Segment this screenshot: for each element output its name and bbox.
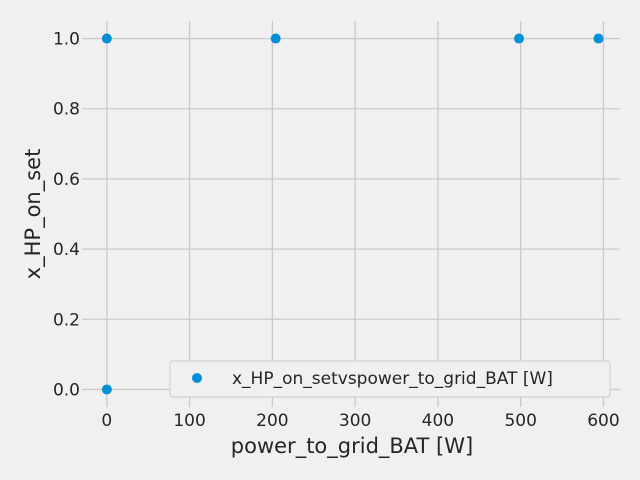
x-tick-label: 200 (256, 411, 288, 431)
data-point (514, 33, 525, 44)
y-tick-label: 0.2 (53, 310, 80, 330)
data-point (270, 33, 281, 44)
x-tick-label: 300 (339, 411, 371, 431)
legend-marker (192, 373, 202, 383)
x-tick-label: 600 (587, 411, 619, 431)
x-tick-label: 0 (101, 411, 112, 431)
y-tick-label: 1.0 (53, 30, 80, 50)
data-point (593, 33, 604, 44)
y-tick-label: 0.4 (53, 240, 80, 260)
legend-box (169, 360, 611, 398)
x-tick-label: 500 (504, 411, 536, 431)
x-tick-label: 100 (173, 411, 205, 431)
y-tick-label: 0.0 (53, 380, 80, 400)
data-point (101, 384, 112, 395)
legend-label: x_HP_on_setvspower_to_grid_BAT [W] (232, 369, 553, 389)
data-points (101, 33, 604, 395)
data-point (101, 33, 112, 44)
x-axis-label: power_to_grid_BAT [W] (231, 434, 473, 459)
y-axis-ticks: 0.0 0.2 0.4 0.6 0.8 1.0 (53, 30, 80, 401)
x-tick-label: 400 (422, 411, 454, 431)
grid (82, 21, 620, 407)
y-axis-label: x_HP_on_set (21, 149, 46, 280)
y-tick-label: 0.6 (53, 170, 80, 190)
x-axis-ticks: 0 100 200 300 400 500 600 (101, 411, 619, 431)
y-tick-label: 0.8 (53, 100, 80, 120)
legend: x_HP_on_setvspower_to_grid_BAT [W] (169, 360, 611, 398)
